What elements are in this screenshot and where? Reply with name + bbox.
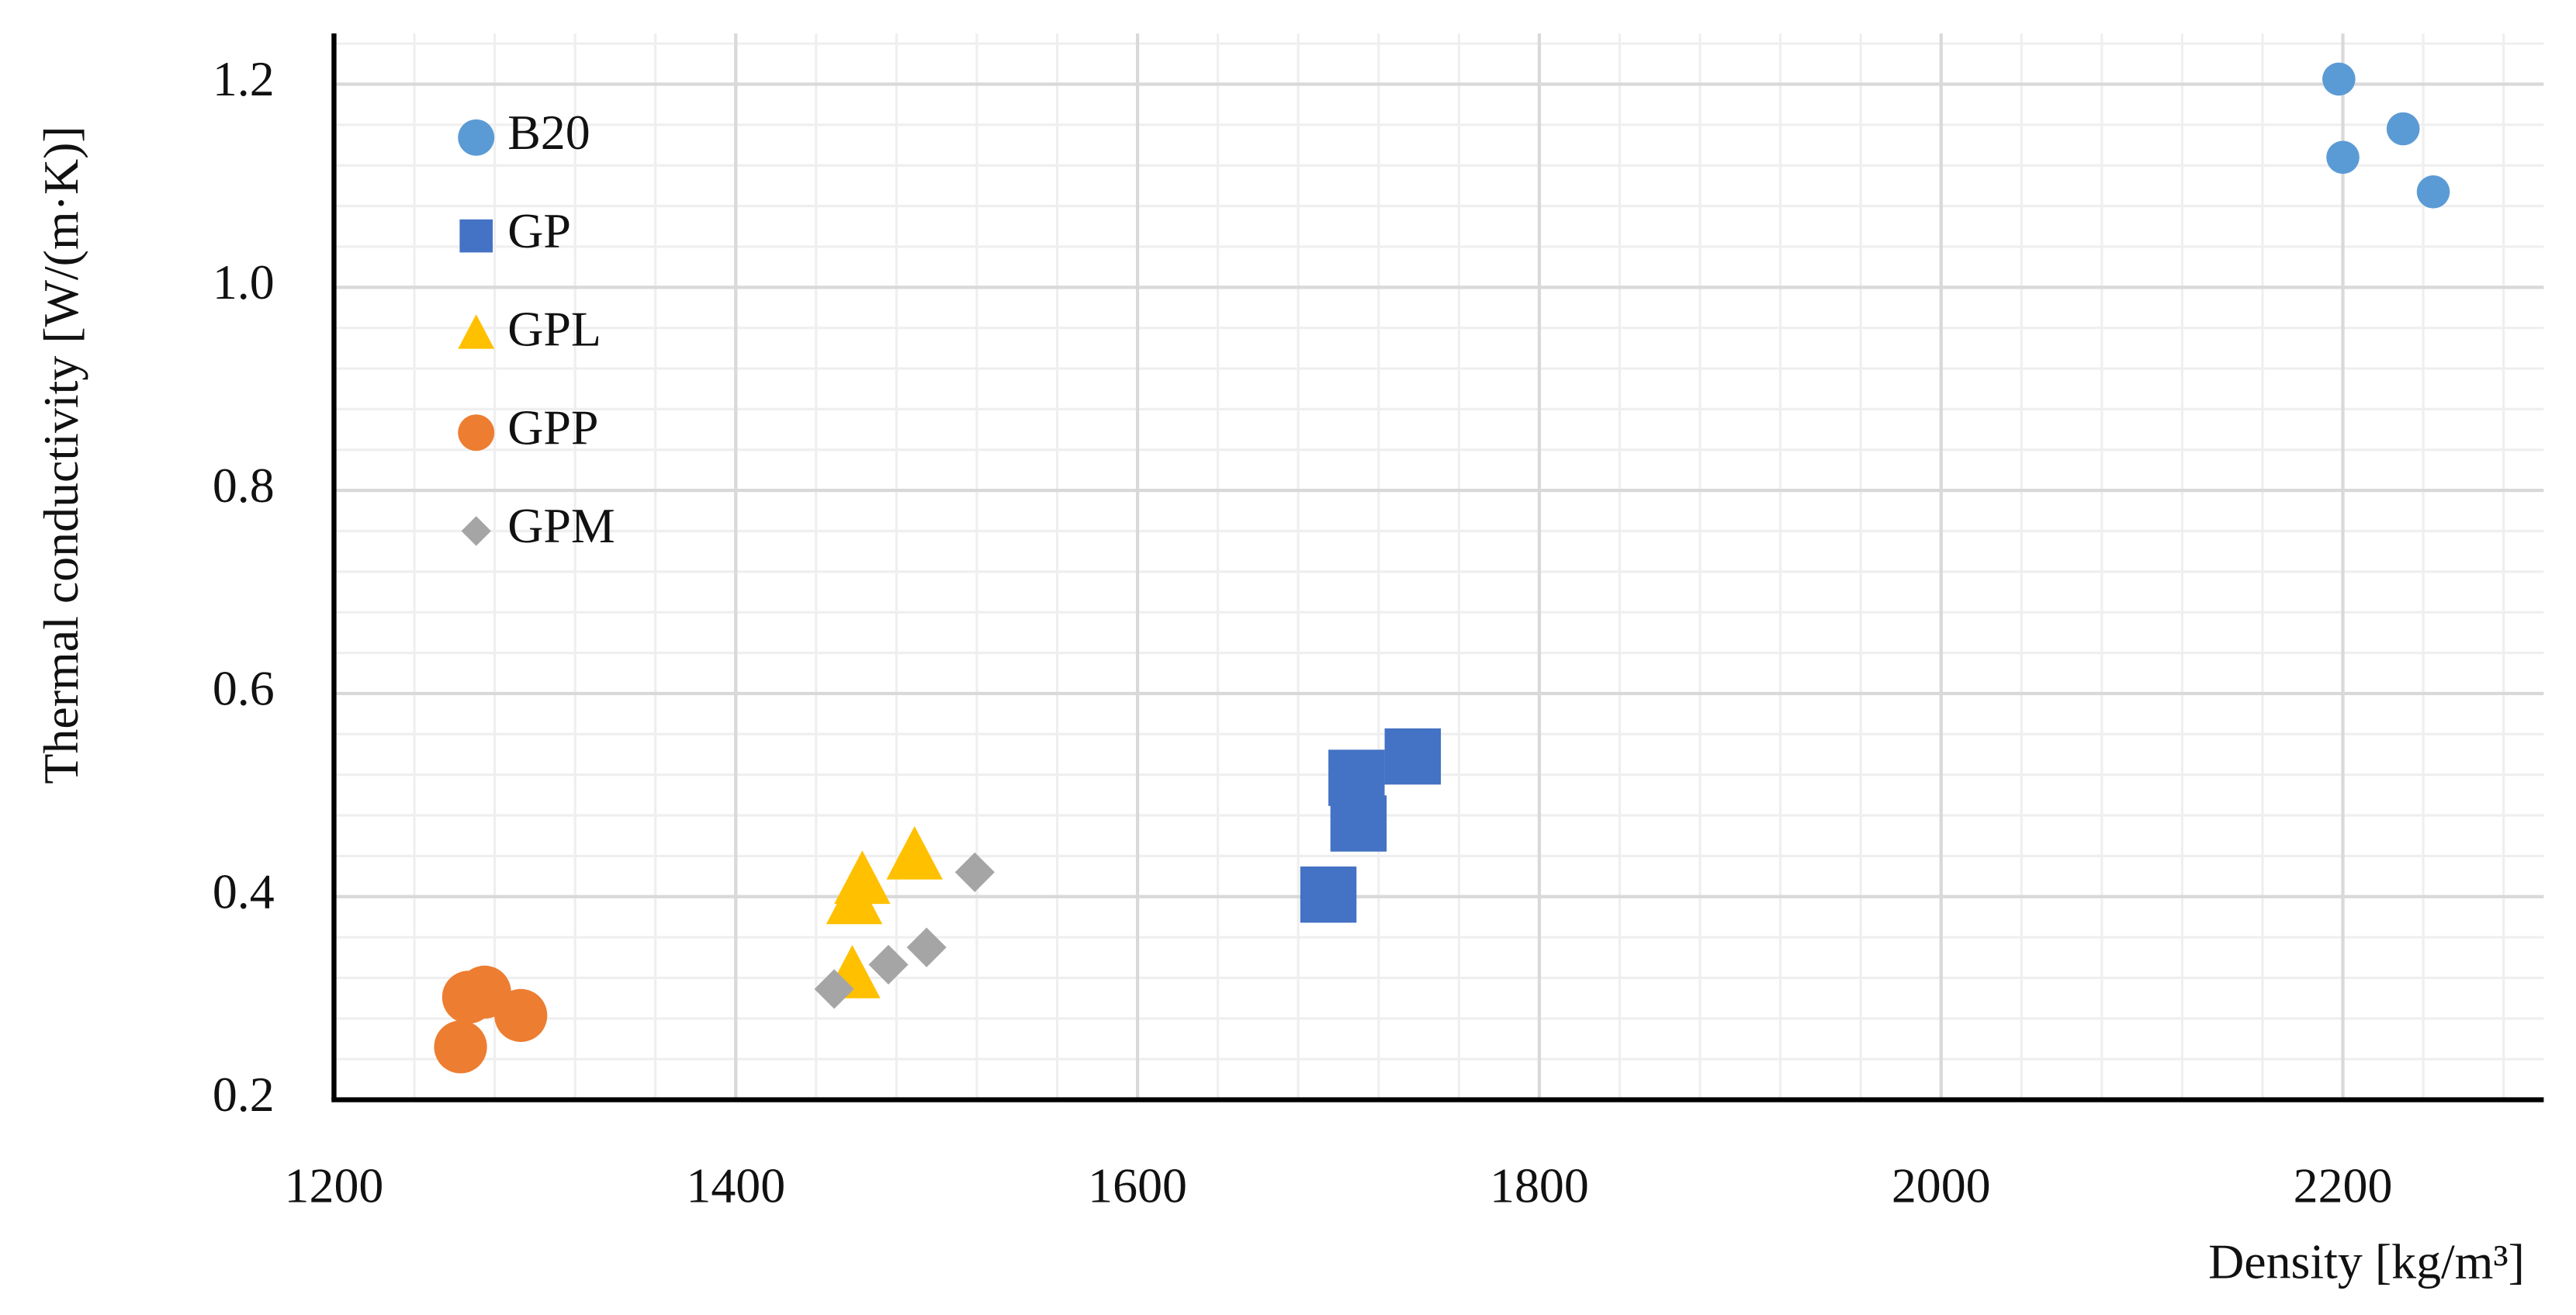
data-point	[906, 927, 947, 967]
legend-label: GPM	[507, 498, 615, 553]
x-tick-label: 1200	[285, 1158, 384, 1213]
legend-label: GPP	[507, 400, 598, 455]
grid	[332, 33, 2544, 1102]
data-point	[1384, 728, 1442, 785]
data-point	[2326, 140, 2360, 175]
y-axis-label: Thermal conductivity [W/(m·K)]	[33, 126, 88, 784]
marks	[434, 62, 2450, 1074]
legend-label: GP	[507, 203, 571, 258]
y-tick-label: 1.0	[213, 254, 275, 310]
x-tick-label: 1800	[1490, 1158, 1589, 1213]
legend-marker	[459, 219, 493, 253]
legend-marker	[458, 414, 495, 452]
legend-marker	[458, 119, 495, 156]
x-tick-label: 2200	[2294, 1158, 2393, 1213]
y-tick-label: 0.6	[213, 661, 275, 716]
data-point	[868, 944, 909, 985]
x-tick-label: 2000	[1892, 1158, 1991, 1213]
data-point	[2386, 112, 2420, 146]
data-point	[826, 870, 883, 925]
data-point	[1330, 795, 1387, 852]
data-point	[2322, 62, 2356, 96]
data-point	[2416, 175, 2450, 209]
legend-label: B20	[507, 105, 590, 160]
data-point	[434, 1020, 487, 1074]
y-tick-label: 0.8	[213, 458, 275, 513]
x-axis-label: Density [kg/m³]	[2208, 1234, 2525, 1289]
y-tick-label: 0.2	[213, 1067, 275, 1122]
data-point	[1300, 866, 1357, 923]
y-tick-label: 0.4	[213, 863, 275, 919]
data-point	[494, 988, 548, 1042]
legend-marker	[461, 516, 491, 546]
data-point	[954, 852, 995, 892]
y-tick-label: 1.2	[213, 51, 275, 106]
legend-label: GPL	[507, 302, 601, 357]
x-tick-label: 1600	[1088, 1158, 1187, 1213]
legend-marker	[458, 314, 495, 349]
x-tick-label: 1400	[686, 1158, 785, 1213]
data-point	[886, 825, 943, 880]
